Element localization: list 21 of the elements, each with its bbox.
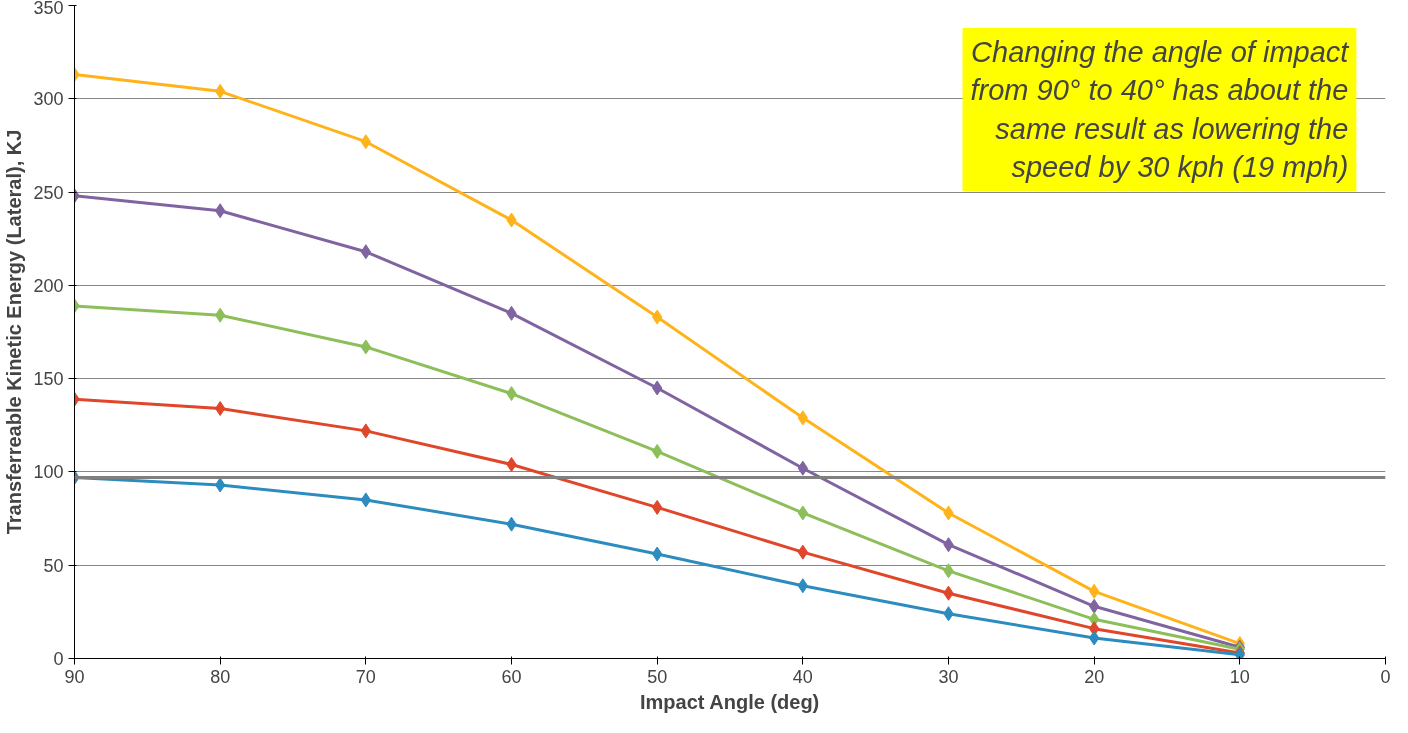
y-tick-label: 250 — [33, 182, 64, 203]
x-axis-title: Impact Angle (deg) — [640, 690, 820, 713]
y-tick-label: 350 — [33, 0, 64, 18]
y-tick-label: 100 — [33, 462, 64, 483]
x-tick-label: 30 — [938, 666, 959, 687]
y-tick-label: 50 — [43, 555, 64, 576]
x-tick-label: 10 — [1229, 666, 1250, 687]
y-tick-label: 0 — [53, 649, 64, 669]
y-tick-label: 200 — [33, 275, 64, 296]
annotation: Changing the angle of impact from 90° to 40° has about the same result as lowering the speed by 30 kph (19 mph) — [970, 35, 1351, 184]
x-tick-label: 50 — [647, 666, 668, 687]
x-tick-label: 40 — [792, 666, 813, 687]
x-tick-label: 20 — [1084, 666, 1105, 687]
y-tick-label: 300 — [33, 89, 64, 110]
y-tick-label: 150 — [33, 369, 64, 390]
x-tick-label: 0 — [1380, 666, 1391, 687]
y-axis-title: Transferreable Kinetic Energy (Lateral), KJ — [3, 129, 26, 535]
x-tick-label: 70 — [355, 666, 376, 687]
x-tick-label: 80 — [210, 666, 231, 687]
x-tick-label: 90 — [64, 666, 85, 687]
x-tick-label: 60 — [501, 666, 522, 687]
